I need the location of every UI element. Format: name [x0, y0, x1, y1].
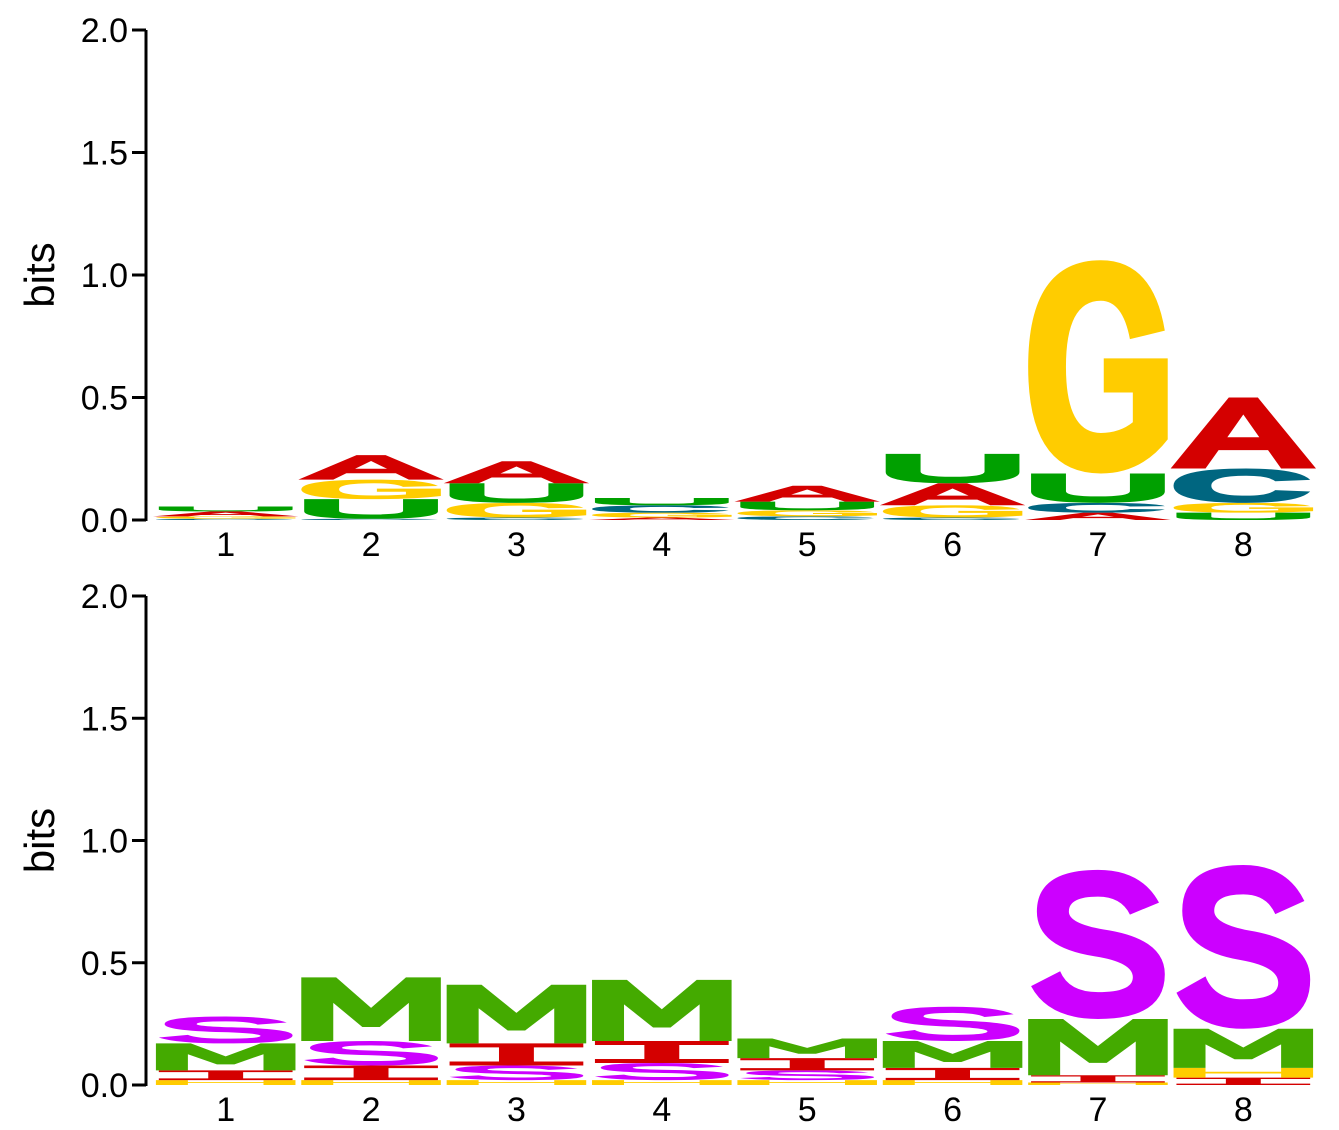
- letter-G-pos-4: [592, 512, 732, 518]
- letter-M-pos-2: [301, 977, 441, 1041]
- letter-S-pos-5: [740, 1070, 875, 1081]
- letter-C-pos-7: [1028, 502, 1165, 513]
- letter-S-pos-4: [594, 1062, 729, 1081]
- letter-S-pos-8: [1176, 864, 1311, 1029]
- y-tick-label: 0.0: [81, 1067, 128, 1105]
- letter-M-pos-6: [882, 1040, 1023, 1068]
- x-tick-label: 4: [652, 1091, 671, 1129]
- letter-S-pos-2: [304, 1040, 438, 1066]
- letter-M-pos-4: [592, 979, 732, 1041]
- letter-I-pos-3: [449, 1043, 584, 1066]
- letter-S-pos-1: [158, 1016, 293, 1044]
- letter-G-pos-6: [882, 505, 1023, 518]
- letter-G-pos-2: [301, 479, 441, 500]
- letter-H-pos-3: [446, 1080, 587, 1085]
- logo-panel-1: 0.0 0.5 1.0 1.5 2.0 bits 1 2 3 4 5 6 7 8: [16, 12, 1316, 564]
- letter-G-pos-3: [446, 502, 587, 518]
- letter-I-pos-4: [594, 1040, 729, 1063]
- letter-A-pos-7: [1025, 512, 1171, 520]
- letter-A-pos-5: [734, 485, 880, 502]
- letter-I-pos-1: [158, 1070, 293, 1081]
- x-tick-label: 8: [1234, 526, 1253, 564]
- letter-S-pos-3: [449, 1065, 584, 1081]
- y-axis-title: bits: [16, 242, 63, 307]
- letter-I-pos-6: [885, 1067, 1020, 1081]
- y-tick-label: 1.5: [81, 700, 128, 738]
- letter-I-pos-7: [1031, 1075, 1165, 1083]
- logo-panel-2: 0.0 0.5 1.0 1.5 2.0 bits 1 2 3 4 5 6 7 8: [16, 578, 1314, 1129]
- letter-I-pos-8: [1176, 1077, 1311, 1085]
- letter-U-pos-4: [594, 497, 729, 506]
- y-tick-label: 1.5: [81, 135, 128, 173]
- letter-M-pos-8: [1173, 1028, 1314, 1068]
- y-tick-label: 0.0: [81, 502, 128, 540]
- letter-M-pos-5: [737, 1038, 877, 1059]
- letter-G-pos-7: [1028, 260, 1168, 474]
- x-tick-label: 2: [362, 526, 381, 564]
- letter-G-pos-5: [737, 510, 877, 517]
- y-tick-label: 0.5: [81, 380, 128, 418]
- letter-M-pos-3: [446, 984, 587, 1044]
- x-tick-label: 2: [362, 1091, 381, 1129]
- letter-C-pos-5: [737, 516, 875, 520]
- letter-U-pos-2: [304, 499, 438, 519]
- x-tick-label: 4: [652, 526, 671, 564]
- letter-I-pos-2: [304, 1065, 438, 1081]
- letter-H-pos-7: [1028, 1082, 1168, 1085]
- letter-A-pos-6: [879, 483, 1026, 506]
- x-tick-label: 5: [798, 1091, 817, 1129]
- letter-A-pos-1: [153, 511, 299, 517]
- x-tick-label: 6: [943, 1091, 962, 1129]
- letter-G-pos-8: [1173, 502, 1314, 513]
- y-tick-label: 1.0: [81, 257, 128, 295]
- letter-C-pos-4: [592, 505, 729, 513]
- letter-U-pos-1: [158, 506, 293, 512]
- logo-stacks: [153, 260, 1316, 520]
- letter-H-pos-1: [155, 1080, 296, 1085]
- x-tick-label: 3: [507, 1091, 526, 1129]
- letter-S-pos-6: [885, 1006, 1020, 1041]
- letter-M-pos-7: [1028, 1018, 1168, 1076]
- letter-G-pos-1: [155, 516, 296, 519]
- y-tick-label: 1.0: [81, 823, 128, 861]
- x-tick-label: 7: [1088, 1091, 1107, 1129]
- y-tick-label: 2.0: [81, 12, 128, 50]
- x-tick-label: 1: [216, 1091, 235, 1129]
- y-tick-label: 0.5: [81, 945, 128, 983]
- letter-A-pos-2: [298, 455, 444, 480]
- y-tick-label: 2.0: [81, 578, 128, 616]
- x-tick-label: 7: [1088, 526, 1107, 564]
- letter-U-pos-6: [885, 453, 1020, 484]
- letter-U-pos-8: [1176, 512, 1311, 520]
- letter-U-pos-3: [449, 483, 584, 503]
- letter-U-pos-7: [1031, 473, 1165, 503]
- letter-H-pos-6: [882, 1080, 1023, 1085]
- letter-A-pos-4: [589, 517, 735, 520]
- letter-C-pos-8: [1173, 468, 1311, 503]
- x-tick-label: 3: [507, 526, 526, 564]
- letter-C-pos-2: [301, 518, 438, 520]
- letter-H-pos-2: [301, 1080, 441, 1085]
- letter-C-pos-3: [446, 517, 584, 520]
- x-tick-label: 5: [798, 526, 817, 564]
- letter-C-pos-1: [155, 518, 293, 520]
- letter-H-pos-4: [592, 1080, 732, 1085]
- x-tick-label: 1: [216, 526, 235, 564]
- letter-S-pos-7: [1031, 869, 1165, 1019]
- x-tick-label: 8: [1234, 1091, 1253, 1129]
- letter-M-pos-1: [155, 1043, 296, 1071]
- letter-C-pos-6: [882, 517, 1020, 520]
- letter-I-pos-5: [740, 1058, 875, 1071]
- y-axis-title: bits: [16, 808, 63, 873]
- letter-A-pos-3: [443, 461, 590, 484]
- x-tick-label: 6: [943, 526, 962, 564]
- letter-A-pos-8: [1170, 397, 1316, 469]
- letter-H-pos-5: [737, 1080, 877, 1085]
- letter-U-pos-5: [740, 501, 875, 511]
- logo-stacks: [155, 864, 1314, 1085]
- letter-H-pos-8: [1173, 1067, 1314, 1078]
